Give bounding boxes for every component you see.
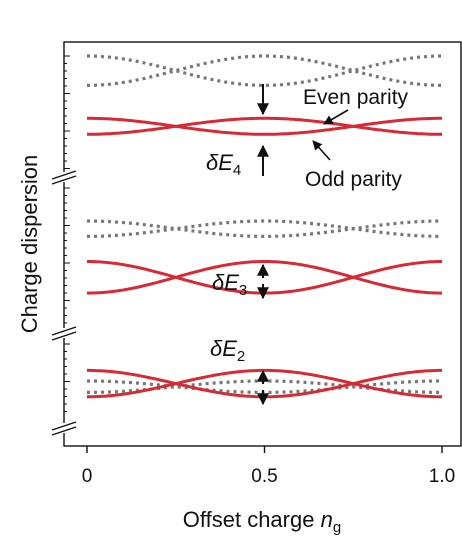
axis-break-gap-1 (54, 172, 74, 182)
even-parity-label: Even parity (303, 86, 409, 109)
delta-e2-annotation: δE2 (210, 336, 269, 406)
delta-e3-label: δE3 (212, 270, 247, 299)
odd-parity-arrow (312, 140, 331, 161)
axis-break-line (51, 426, 77, 436)
series-line-e4-odd-2 (87, 116, 442, 136)
axis-break-line (51, 175, 77, 185)
axis-break-gap-2 (54, 328, 74, 338)
axis-break-line (51, 331, 77, 341)
axis-break-2 (51, 326, 77, 341)
series-line-e4-even-1 (87, 54, 442, 88)
axis-break-1 (51, 170, 77, 185)
series-line-e2-even-2 (87, 379, 442, 394)
axis-break-3 (51, 421, 77, 436)
plot-frame (63, 41, 462, 447)
delta-e3-annotation: δE3 (212, 263, 269, 300)
delta-e4-label: δE4 (206, 150, 241, 179)
x-tick-label: 0 (82, 466, 93, 487)
odd-parity-annotation: Odd parity (305, 140, 402, 191)
axis-break-line (51, 326, 77, 336)
delta-e4-annotation: δE4 (206, 84, 269, 179)
x-axis-label: Offset charge ng (183, 507, 341, 536)
series-line-e4-odd-1 (87, 116, 442, 136)
even-parity-annotation: Even parity (303, 86, 409, 125)
series-line-e3-odd-2 (87, 260, 442, 295)
even-parity-arrow (323, 109, 349, 125)
series-line-e3-odd-1 (87, 260, 442, 295)
x-tick-label: 0.5 (251, 466, 277, 487)
delta-e2-label: δE2 (210, 336, 245, 365)
x-tick-label: 1.0 (429, 466, 455, 487)
odd-parity-label: Odd parity (305, 168, 402, 191)
series-line-e4-even-2 (87, 54, 442, 88)
panel-tick-marks (64, 55, 70, 412)
axis-break-gap-3 (54, 423, 74, 433)
axis-break-line (51, 170, 77, 180)
y-axis-label: Charge dispersion (17, 155, 42, 334)
axis-break-line (51, 421, 77, 431)
x-axis-ticks: 0 0.5 1.0 (82, 446, 455, 487)
